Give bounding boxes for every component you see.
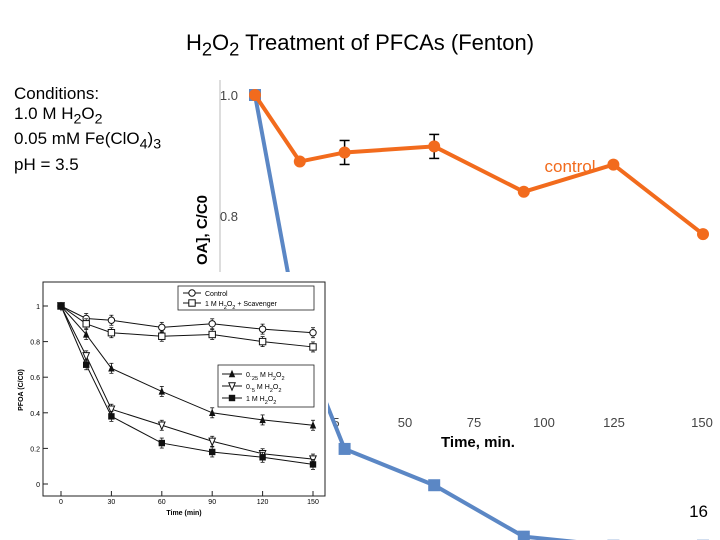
inset-point <box>158 323 166 332</box>
inset-point <box>157 421 166 431</box>
inset-plot-frame <box>42 281 326 497</box>
control-point <box>428 140 441 153</box>
inset-x-tick-label: 150 <box>307 499 319 506</box>
control-point <box>338 146 351 159</box>
control-point <box>293 155 306 168</box>
conditions-heading: Conditions: <box>14 84 100 103</box>
control-annotation: control <box>544 157 595 176</box>
control-point <box>517 185 530 198</box>
condition-iron: 0.05 mM Fe(ClO4)3 <box>14 129 162 153</box>
inset-x-tick-label: 60 <box>158 499 166 506</box>
inset-point <box>83 330 90 338</box>
inset-point <box>309 343 317 351</box>
slide-title: H2O2 Treatment of PFCAs (Fenton) <box>185 30 535 60</box>
inset-point <box>208 437 217 447</box>
main-x-tick-label: 125 <box>603 415 625 430</box>
inset-point <box>258 337 267 346</box>
inset-point <box>107 405 116 415</box>
inset-point <box>158 387 165 395</box>
treated-point <box>338 442 351 455</box>
inset-point <box>107 329 116 337</box>
inset-point <box>258 325 267 333</box>
inset-point <box>209 408 216 416</box>
inset-point <box>309 421 317 429</box>
main-x-axis-label: Time, min. <box>441 434 515 451</box>
page-number: 16 <box>689 502 708 521</box>
control-point <box>607 158 620 171</box>
inset-point <box>228 369 236 378</box>
inset-point <box>108 364 115 372</box>
condition-ph: pH = 3.5 <box>14 154 79 174</box>
inset-x-axis-label: Time (min) <box>166 510 201 517</box>
inset-y-tick-label: 0.4 <box>30 411 40 418</box>
inset-point <box>209 448 216 456</box>
inset-y-axis-label: PFOA (C/C0) <box>18 369 25 411</box>
inset-point <box>188 289 196 297</box>
main-x-tick-label: 75 <box>467 415 481 430</box>
main-y-tick-label: 0.8 <box>220 209 238 224</box>
main-y-axis-label: OA], C/C0 <box>194 195 211 265</box>
inset-point <box>259 454 266 461</box>
inset-x-tick-label: 120 <box>257 499 269 506</box>
main-y-tick-label: 1.0 <box>220 88 238 103</box>
inset-point <box>228 382 236 392</box>
inset-y-tick-label: 0.8 <box>30 340 40 347</box>
inset-point <box>82 320 90 328</box>
inset-point <box>158 332 166 340</box>
inset-point <box>107 316 116 324</box>
inset-legend-top-box <box>177 285 315 311</box>
inset-point <box>228 394 236 402</box>
inset-point <box>208 320 216 328</box>
inset-y-tick-label: 0 <box>36 482 40 489</box>
treated-point <box>517 530 530 540</box>
main-x-tick-label: 100 <box>533 415 555 430</box>
inset-legend-label: 0.5 M H2O2 <box>246 384 281 394</box>
conditions-block: Conditions: 1.0 M H2O2 0.05 mM Fe(ClO4)3… <box>14 84 161 175</box>
inset-point <box>309 329 317 337</box>
control-point <box>249 89 261 101</box>
inset-point <box>158 439 165 447</box>
inset-x-tick-label: 30 <box>108 499 116 506</box>
inset-point <box>83 361 90 368</box>
inset-legend-label: 1 M H2O2 + Scavenger <box>205 301 278 311</box>
main-x-tick-label: 150 <box>691 415 713 430</box>
inset-point <box>108 413 115 420</box>
inset-point <box>57 302 65 310</box>
treated-point <box>428 479 441 492</box>
inset-point <box>82 352 91 362</box>
main-x-tick-label: 50 <box>398 415 412 430</box>
inset-legend-label: Control <box>205 291 228 298</box>
inset-x-tick-label: 90 <box>208 499 216 506</box>
inset-point <box>188 299 196 307</box>
inset-y-tick-label: 0.6 <box>30 375 40 382</box>
inset-legend-label: 1 M H2O2 <box>246 396 276 406</box>
inset-legend-label: 0.25 M H2O2 <box>246 372 285 382</box>
inset-y-tick-label: 1 <box>36 304 40 311</box>
inset-point <box>259 415 266 424</box>
inset-x-tick-label: 0 <box>59 499 63 506</box>
control-point <box>697 228 709 241</box>
condition-h2o2: 1.0 M H2O2 <box>14 104 103 128</box>
inset-point <box>208 330 216 339</box>
inset-point <box>309 461 317 468</box>
inset-y-tick-label: 0.2 <box>30 446 40 453</box>
